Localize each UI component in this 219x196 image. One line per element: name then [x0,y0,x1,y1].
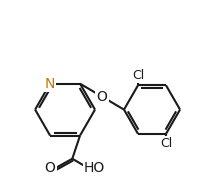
Text: HO: HO [84,161,105,175]
Text: Cl: Cl [132,69,144,82]
Text: O: O [97,90,108,104]
Text: O: O [45,161,56,175]
Text: N: N [45,77,55,91]
Text: Cl: Cl [160,137,172,150]
